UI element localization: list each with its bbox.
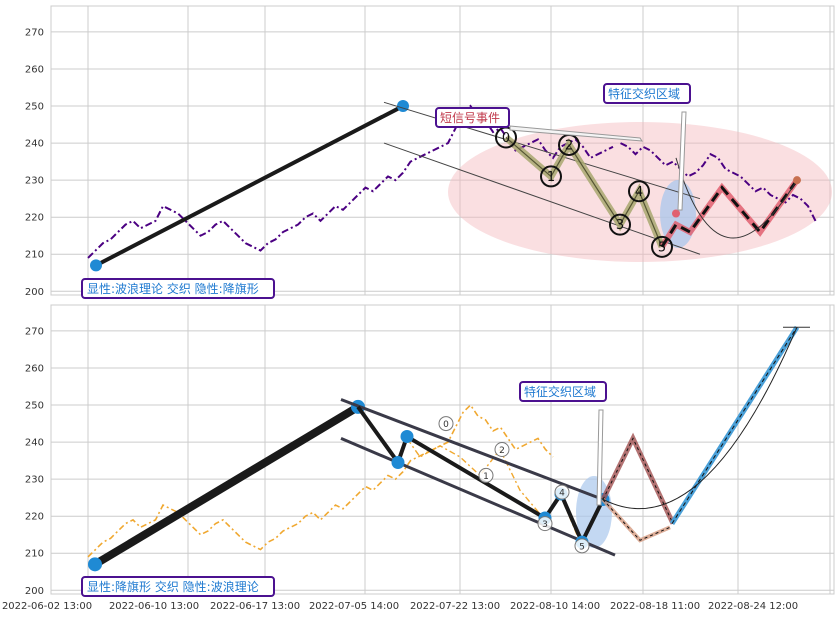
peak-point-marker — [397, 100, 409, 113]
wave-point-label-bottom: 3 — [542, 520, 548, 530]
signal-pointer-arrow — [509, 125, 643, 142]
projection-start-marker — [672, 209, 680, 218]
top-zone-label: 特征交织区域 — [608, 86, 680, 101]
bottom-zone-label-box: 特征交织区域 — [519, 381, 607, 402]
wave-point-circle — [651, 235, 673, 258]
wave-point-label-bottom: 4 — [559, 489, 565, 499]
y-tick-label: 270 — [25, 27, 44, 38]
projection-line-top — [660, 179, 799, 248]
y-tick-label: 240 — [25, 139, 44, 150]
projection-curve-bottom — [599, 327, 798, 510]
top-signal-label: 短信号事件 — [440, 111, 500, 125]
projection-line-orange — [602, 499, 671, 541]
y-tick-label: 210 — [25, 250, 44, 261]
zone-pointer-arrow — [677, 111, 687, 211]
y-tick-label: 230 — [25, 176, 44, 187]
y-tick-label: 270 — [25, 326, 44, 337]
x-tick-label: 2022-06-10 13:00 — [109, 601, 199, 612]
projection-end-marker — [793, 176, 801, 185]
x-tick-label: 2022-06-02 13:00 — [2, 601, 92, 612]
wave-point-label-bottom: 2 — [499, 446, 505, 456]
bottom-panel-frame — [50, 304, 835, 595]
bottom-zone-label: 特征交织区域 — [524, 384, 596, 399]
top-bottom-label: 显性:波浪理论 交织 隐性:降旗形 — [87, 281, 259, 296]
y-tick-label: 240 — [25, 438, 44, 449]
projection-curve-top — [675, 157, 798, 239]
x-tick-label: 2022-06-17 13:00 — [210, 601, 300, 612]
start-point-marker — [90, 259, 102, 272]
start-point-marker-bottom — [88, 557, 102, 572]
wave-point-circle-bottom — [494, 442, 510, 457]
zone-pointer-arrow-bottom — [596, 409, 604, 506]
wave-point-circle-bottom — [574, 538, 590, 554]
y-tick-label: 210 — [25, 549, 44, 560]
flag-lower-line — [340, 437, 616, 557]
wave-point-circle — [609, 213, 631, 236]
top-zone-label-box: 特征交织区域 — [603, 83, 691, 104]
y-tick-label: 230 — [25, 475, 44, 486]
x-tick-label: 2022-08-10 14:00 — [510, 601, 600, 612]
top-signal-label-box: 短信号事件 — [435, 107, 510, 128]
wave-point-label-bottom: 5 — [579, 542, 585, 552]
x-tick-label: 2022-08-24 12:00 — [708, 601, 798, 612]
wave-point-label: 3 — [616, 218, 624, 233]
flag-upper-line — [340, 398, 609, 503]
y-tick-label: 220 — [25, 213, 44, 224]
wave-point-label-bottom: 1 — [483, 472, 489, 482]
flag-point-marker — [391, 455, 405, 469]
wave-point-label: 4 — [635, 185, 643, 200]
y-tick-label: 200 — [25, 287, 44, 298]
wave-point-label: 5 — [658, 240, 666, 255]
wave-point-circle-bottom — [554, 484, 570, 500]
channel-lower-line — [383, 142, 701, 255]
price-series-line-bottom — [87, 403, 554, 558]
bottom-bottom-label-box: 显性:降旗形 交织 隐性:波浪理论 — [81, 576, 275, 597]
wave-point-label: 1 — [547, 170, 555, 185]
y-tick-label: 260 — [25, 64, 44, 75]
y-tick-label: 220 — [25, 512, 44, 523]
projection-line-red — [602, 437, 674, 524]
y-tick-label: 250 — [25, 102, 44, 113]
impulse-leg-line-bottom — [92, 403, 361, 568]
impulse-leg-line — [95, 104, 404, 268]
top-panel-frame — [50, 5, 835, 296]
x-tick-label: 2022-07-05 14:00 — [309, 601, 399, 612]
y-tick-label: 260 — [25, 363, 44, 374]
flag-point-marker — [400, 430, 414, 444]
tick-layer: 2002102202302402502602702002102202302402… — [2, 27, 798, 612]
y-tick-label: 250 — [25, 401, 44, 412]
wave-point-circle-bottom — [478, 467, 494, 483]
wave-point-circle-bottom — [438, 416, 454, 432]
price-series-line — [87, 104, 614, 259]
wave-point-circle-bottom — [537, 516, 553, 532]
wave-point-label: 2 — [565, 138, 573, 153]
x-tick-label: 2022-07-22 13:00 — [410, 601, 500, 612]
top-bottom-label-box: 显性:波浪理论 交织 隐性:降旗形 — [81, 278, 275, 299]
overlay-layer: 0 1 2 3 4 5 0 1 2 3 4 5 — [438, 111, 687, 554]
wave-point-label-bottom: 0 — [443, 420, 449, 430]
wave-point-circle — [628, 180, 650, 203]
price-tail-line-bottom — [397, 436, 581, 543]
y-tick-label: 200 — [25, 586, 44, 597]
x-tick-label: 2022-08-18 11:00 — [610, 601, 700, 612]
grid-layer — [51, 6, 834, 594]
projection-line-blue — [671, 326, 798, 524]
wave-point-circle — [540, 165, 562, 188]
wave-point-label: 0 — [502, 131, 510, 146]
bottom-bottom-label: 显性:降旗形 交织 隐性:波浪理论 — [87, 579, 259, 594]
